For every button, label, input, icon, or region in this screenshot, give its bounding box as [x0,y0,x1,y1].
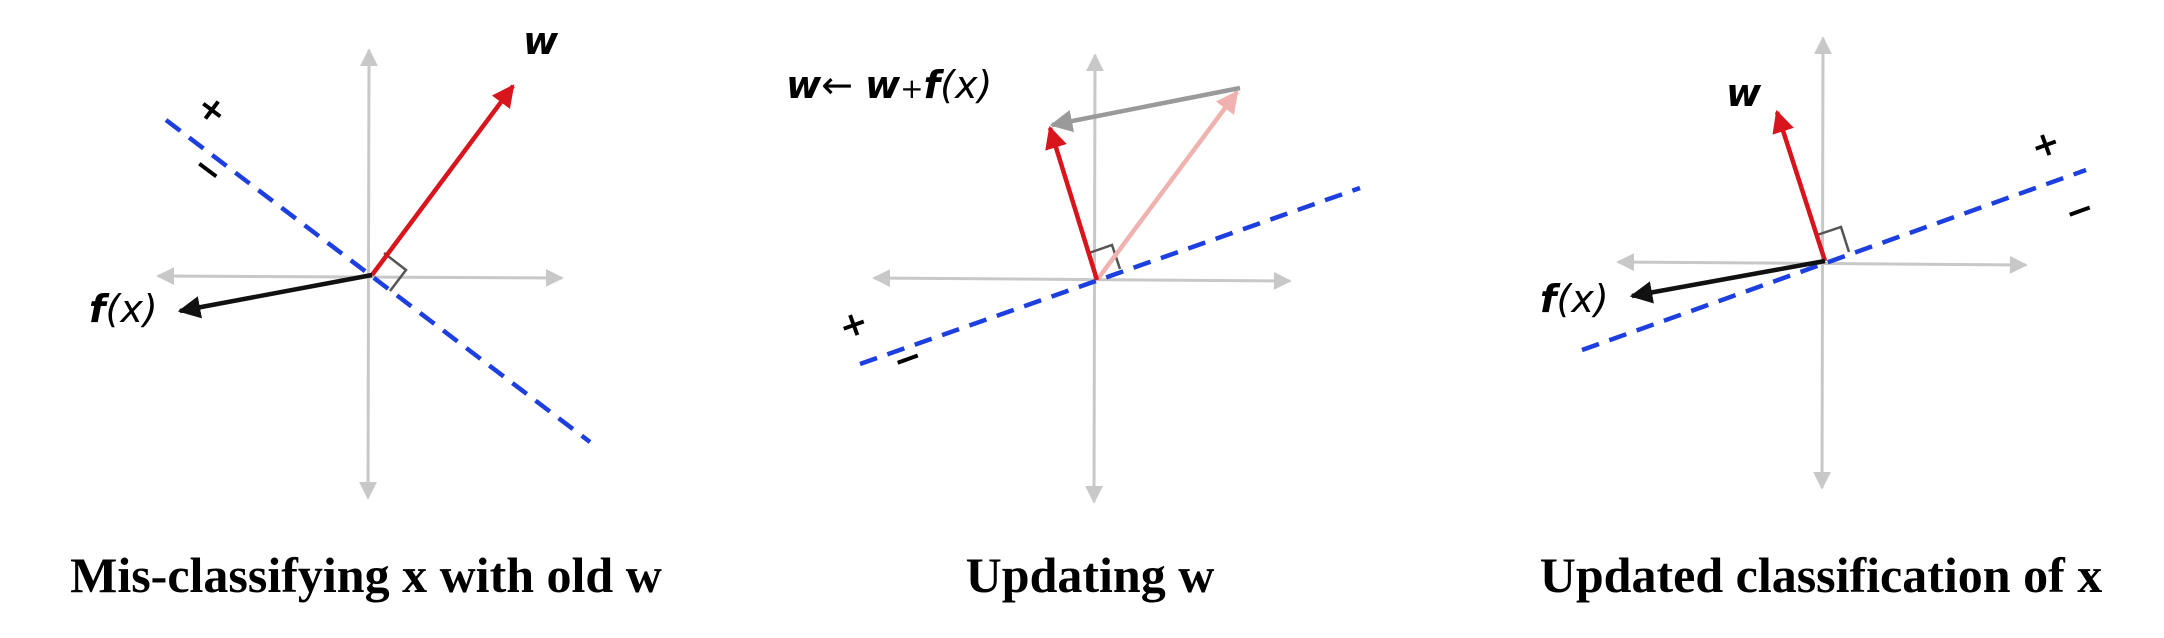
plus-sign: + [833,301,873,348]
fx-label-arg: (x) [106,287,158,331]
plus-sign: + [189,85,236,134]
update-label-plus: + [900,72,923,105]
w-label: w [1726,71,1762,115]
feature-vector [177,272,373,319]
update-label-f: f [924,63,945,107]
update-label-arrow: ← [821,63,865,107]
new-weight-vector [1045,125,1100,281]
weight-vector [1772,109,1828,262]
fx-label-arg: (x) [1557,277,1609,321]
minus-sign: − [2059,187,2099,234]
update-vector [1049,85,1241,133]
x-axis [872,269,1292,290]
panel-updating: w← w+f(x) + − Updating w [786,53,1361,603]
decision-boundary [164,118,592,444]
right-angle-marker [1088,243,1122,270]
old-weight-vector [1095,90,1239,282]
fx-label: f(x) [89,287,158,331]
panel-caption: Updated classification of x [1540,547,2103,603]
update-rule-label: w← w+f(x) [786,63,992,107]
feature-vector [1629,258,1826,304]
panel-updated: w f(x) + − Updated classification of x [1540,36,2103,603]
panel-misclassifying: w f(x) + − Mis-classifying x with old w [70,19,662,603]
plus-sign: + [2025,121,2065,168]
update-label-arg: (x) [940,63,992,107]
decision-boundary [1581,167,2087,353]
fx-label-f: f [1540,277,1561,321]
update-label-w: w [786,63,822,107]
right-angle-marker [1816,225,1851,253]
panel-caption: Updating w [966,547,1215,603]
w-label: w [523,19,559,63]
minus-sign: − [185,145,232,194]
panel-caption: Mis-classifying x with old w [70,547,662,603]
fx-label: f(x) [1540,277,1609,321]
fx-label-f: f [89,287,110,331]
weight-vector [370,84,515,277]
right-angle-marker [383,252,408,292]
update-label-w2: w [865,63,901,107]
decision-boundary [859,185,1361,367]
